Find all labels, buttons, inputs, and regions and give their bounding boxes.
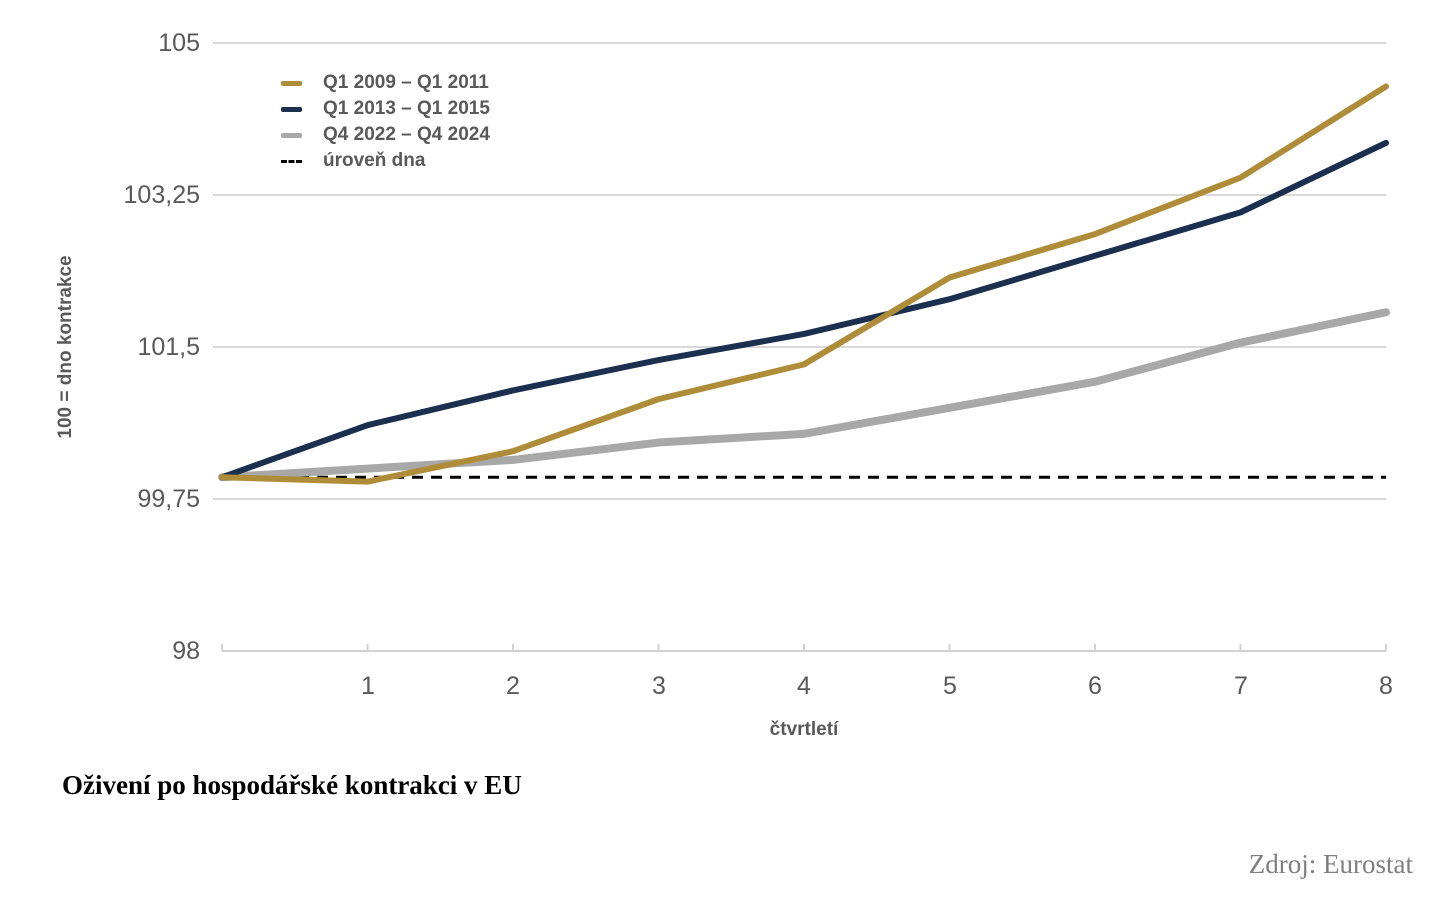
x-tick-label: 4 xyxy=(797,672,811,700)
legend-line-swatch-icon xyxy=(281,80,302,86)
y-tick-label: 98 xyxy=(172,637,200,665)
y-tick-label: 101,5 xyxy=(137,333,200,361)
y-tick-label: 103,25 xyxy=(123,181,200,209)
legend-label: Q4 2022 – Q4 2024 xyxy=(323,124,490,145)
x-tick-label: 3 xyxy=(652,672,666,700)
x-tick-label: 8 xyxy=(1379,672,1393,700)
source-credit: Zdroj: Eurostat xyxy=(1248,849,1413,879)
x-axis-title: čtvrtletí xyxy=(769,719,839,740)
y-tick-label: 99,75 xyxy=(137,485,200,513)
legend-label: úroveň dna xyxy=(323,150,426,171)
x-tick-label: 1 xyxy=(361,672,375,700)
x-tick-label: 5 xyxy=(943,672,957,700)
legend-dashed-line-swatch-icon xyxy=(281,159,302,163)
y-axis-title: 100 = dno kontrakce xyxy=(55,255,76,439)
legend-label: Q1 2009 – Q1 2011 xyxy=(323,72,489,93)
x-tick-label: 6 xyxy=(1088,672,1102,700)
y-tick-label: 105 xyxy=(158,29,200,57)
chart-title: Oživení po hospodářské kontrakci v EU xyxy=(62,770,522,800)
legend-line-swatch-icon xyxy=(281,106,302,112)
legend-line-swatch-icon xyxy=(281,132,302,138)
legend-item: úroveň dna xyxy=(281,148,490,174)
legend-item: Q4 2022 – Q4 2024 xyxy=(281,122,490,148)
x-tick-label: 7 xyxy=(1234,672,1248,700)
legend: Q1 2009 – Q1 2011 Q1 2013 – Q1 2015 Q4 2… xyxy=(281,70,490,174)
legend-item: Q1 2009 – Q1 2011 xyxy=(281,70,490,96)
legend-label: Q1 2013 – Q1 2015 xyxy=(323,98,490,119)
legend-item: Q1 2013 – Q1 2015 xyxy=(281,96,490,122)
x-tick-label: 2 xyxy=(506,672,520,700)
